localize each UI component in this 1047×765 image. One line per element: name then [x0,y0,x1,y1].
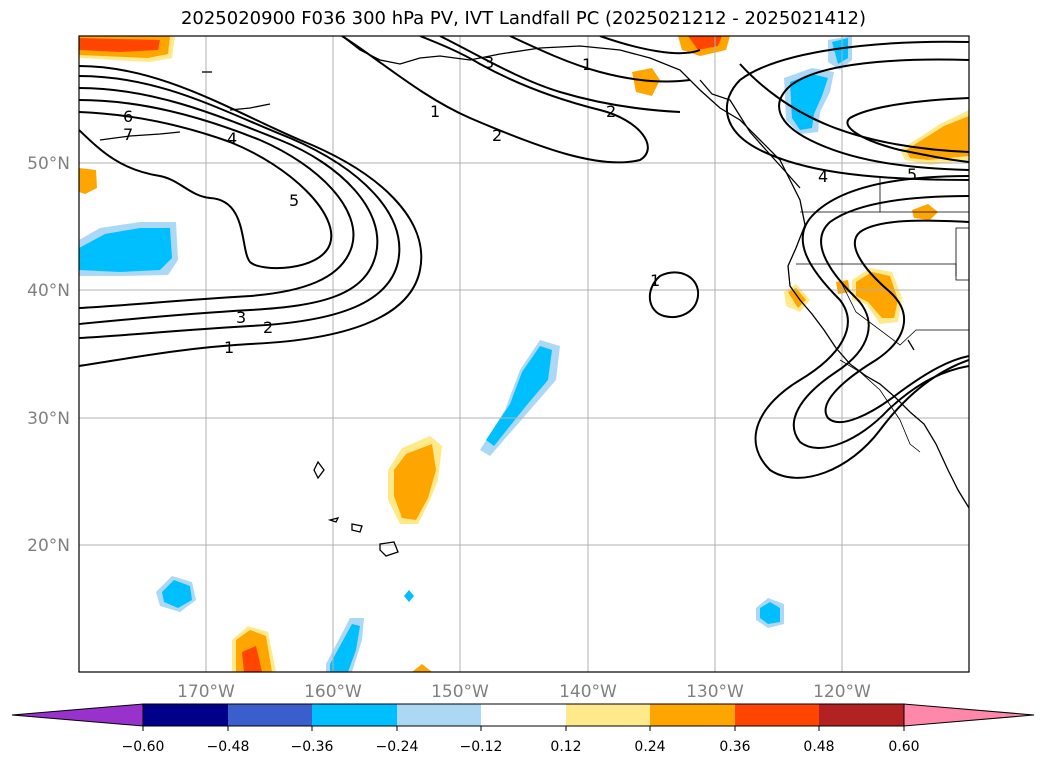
colorbar-segment [735,704,819,726]
lat-tick-label: 20°N [27,536,70,556]
colorbar-segment [650,704,735,726]
colorbar-segment [819,704,904,726]
contour-label: 2 [492,126,502,145]
contour-label: 6 [123,107,133,126]
contour-labels: 6 7 4 5 3 2 1 1 2 3 1 2 4 5 1 [123,53,917,357]
colorbar-segment [312,704,397,726]
contour-label: 2 [263,318,273,337]
colorbar-segment [228,704,312,726]
lat-tick-label: 50°N [27,154,70,174]
lon-tick-label: 120°W [813,682,871,702]
map-title: 2025020900 F036 300 hPa PV, IVT Landfall… [180,8,867,29]
colorbar-tick-label: 0.36 [719,739,750,755]
colorbar-tick-label: −0.60 [122,739,165,755]
colorbar-segment [143,704,228,726]
contour-label: 3 [236,308,246,327]
contour-label: 1 [224,338,234,357]
colorbar-tick-label: −0.48 [207,739,250,755]
contour-label: 5 [289,191,299,210]
ivt-shading [79,36,969,672]
colorbar-tick-label: −0.24 [376,739,419,755]
lon-tick-label: 160°W [304,682,362,702]
colorbar-segment [481,704,566,726]
colorbar-tick-label: −0.12 [460,739,503,755]
lon-tick-label: 140°W [559,682,617,702]
latitude-ticks: 50°N 40°N 30°N 20°N [27,154,70,556]
colorbar-tick-label: 0.12 [550,739,581,755]
lat-tick-label: 30°N [27,409,70,429]
contour-label: 2 [606,102,616,121]
coastlines [99,36,969,557]
colorbar: −0.60 −0.48 −0.36 −0.24 −0.12 0.12 0.24 … [11,703,1035,755]
colorbar-tick-label: 0.60 [888,739,919,755]
colorbar-outline [142,703,905,727]
lon-tick-label: 150°W [431,682,489,702]
colorbar-segment [397,704,481,726]
colorbar-tick-label: 0.48 [803,739,834,755]
contour-label: 7 [123,125,133,144]
longitude-ticks: 170°W 160°W 150°W 140°W 130°W 120°W [177,682,871,702]
gridlines [79,36,969,672]
map-frame [78,35,970,673]
lon-tick-label: 170°W [177,682,235,702]
pv-contours [79,36,969,479]
colorbar-tick-marks [142,726,905,731]
lon-tick-label: 130°W [686,682,744,702]
colorbar-segment [566,704,650,726]
colorbar-extend-low [11,703,144,727]
contour-label: 5 [907,165,917,184]
colorbar-tick-label: 0.24 [634,739,665,755]
contour-label: 1 [430,102,440,121]
contour-label: 1 [582,55,592,74]
contour-label: 1 [650,271,660,290]
colorbar-tick-labels: −0.60 −0.48 −0.36 −0.24 −0.12 0.12 0.24 … [122,739,920,755]
lat-tick-label: 40°N [27,281,70,301]
contour-label: 4 [818,167,828,186]
contour-label: 3 [484,53,494,72]
contour-label: 4 [227,129,237,148]
colorbar-tick-label: −0.36 [291,739,334,755]
map-panel: 6 7 4 5 3 2 1 1 2 3 1 2 4 5 1 [79,36,969,672]
colorbar-extend-high [903,703,1035,727]
